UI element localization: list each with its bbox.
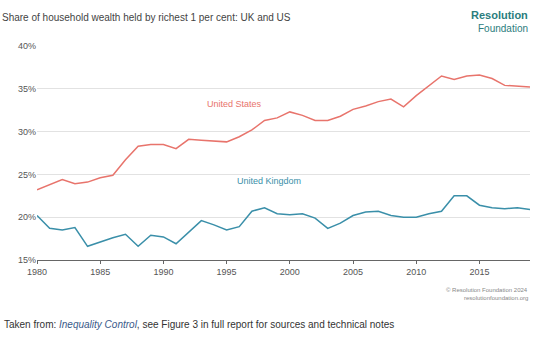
svg-text:15%: 15% <box>18 255 36 265</box>
svg-text:© Resolution Foundation 2024: © Resolution Foundation 2024 <box>446 287 528 293</box>
svg-text:1980: 1980 <box>27 267 47 277</box>
svg-text:1985: 1985 <box>90 267 110 277</box>
svg-text:United Kingdom: United Kingdom <box>237 176 301 186</box>
svg-text:30%: 30% <box>18 127 36 137</box>
svg-text:2005: 2005 <box>343 267 363 277</box>
svg-text:2000: 2000 <box>280 267 300 277</box>
svg-text:2010: 2010 <box>406 267 426 277</box>
svg-text:1990: 1990 <box>153 267 173 277</box>
svg-text:resolutionfoundation.org: resolutionfoundation.org <box>464 295 528 301</box>
svg-text:Share of household wealth held: Share of household wealth held by riches… <box>2 12 291 23</box>
svg-text:40%: 40% <box>18 41 36 51</box>
svg-text:Resolution: Resolution <box>471 9 528 21</box>
svg-text:20%: 20% <box>18 212 36 222</box>
svg-text:2015: 2015 <box>469 267 489 277</box>
svg-text:United States: United States <box>207 99 262 109</box>
svg-text:1995: 1995 <box>217 267 237 277</box>
svg-text:Taken from: Inequality Control: Taken from: Inequality Control, see Figu… <box>4 319 394 330</box>
svg-text:35%: 35% <box>18 84 36 94</box>
svg-text:25%: 25% <box>18 170 36 180</box>
svg-text:Foundation: Foundation <box>478 23 528 34</box>
